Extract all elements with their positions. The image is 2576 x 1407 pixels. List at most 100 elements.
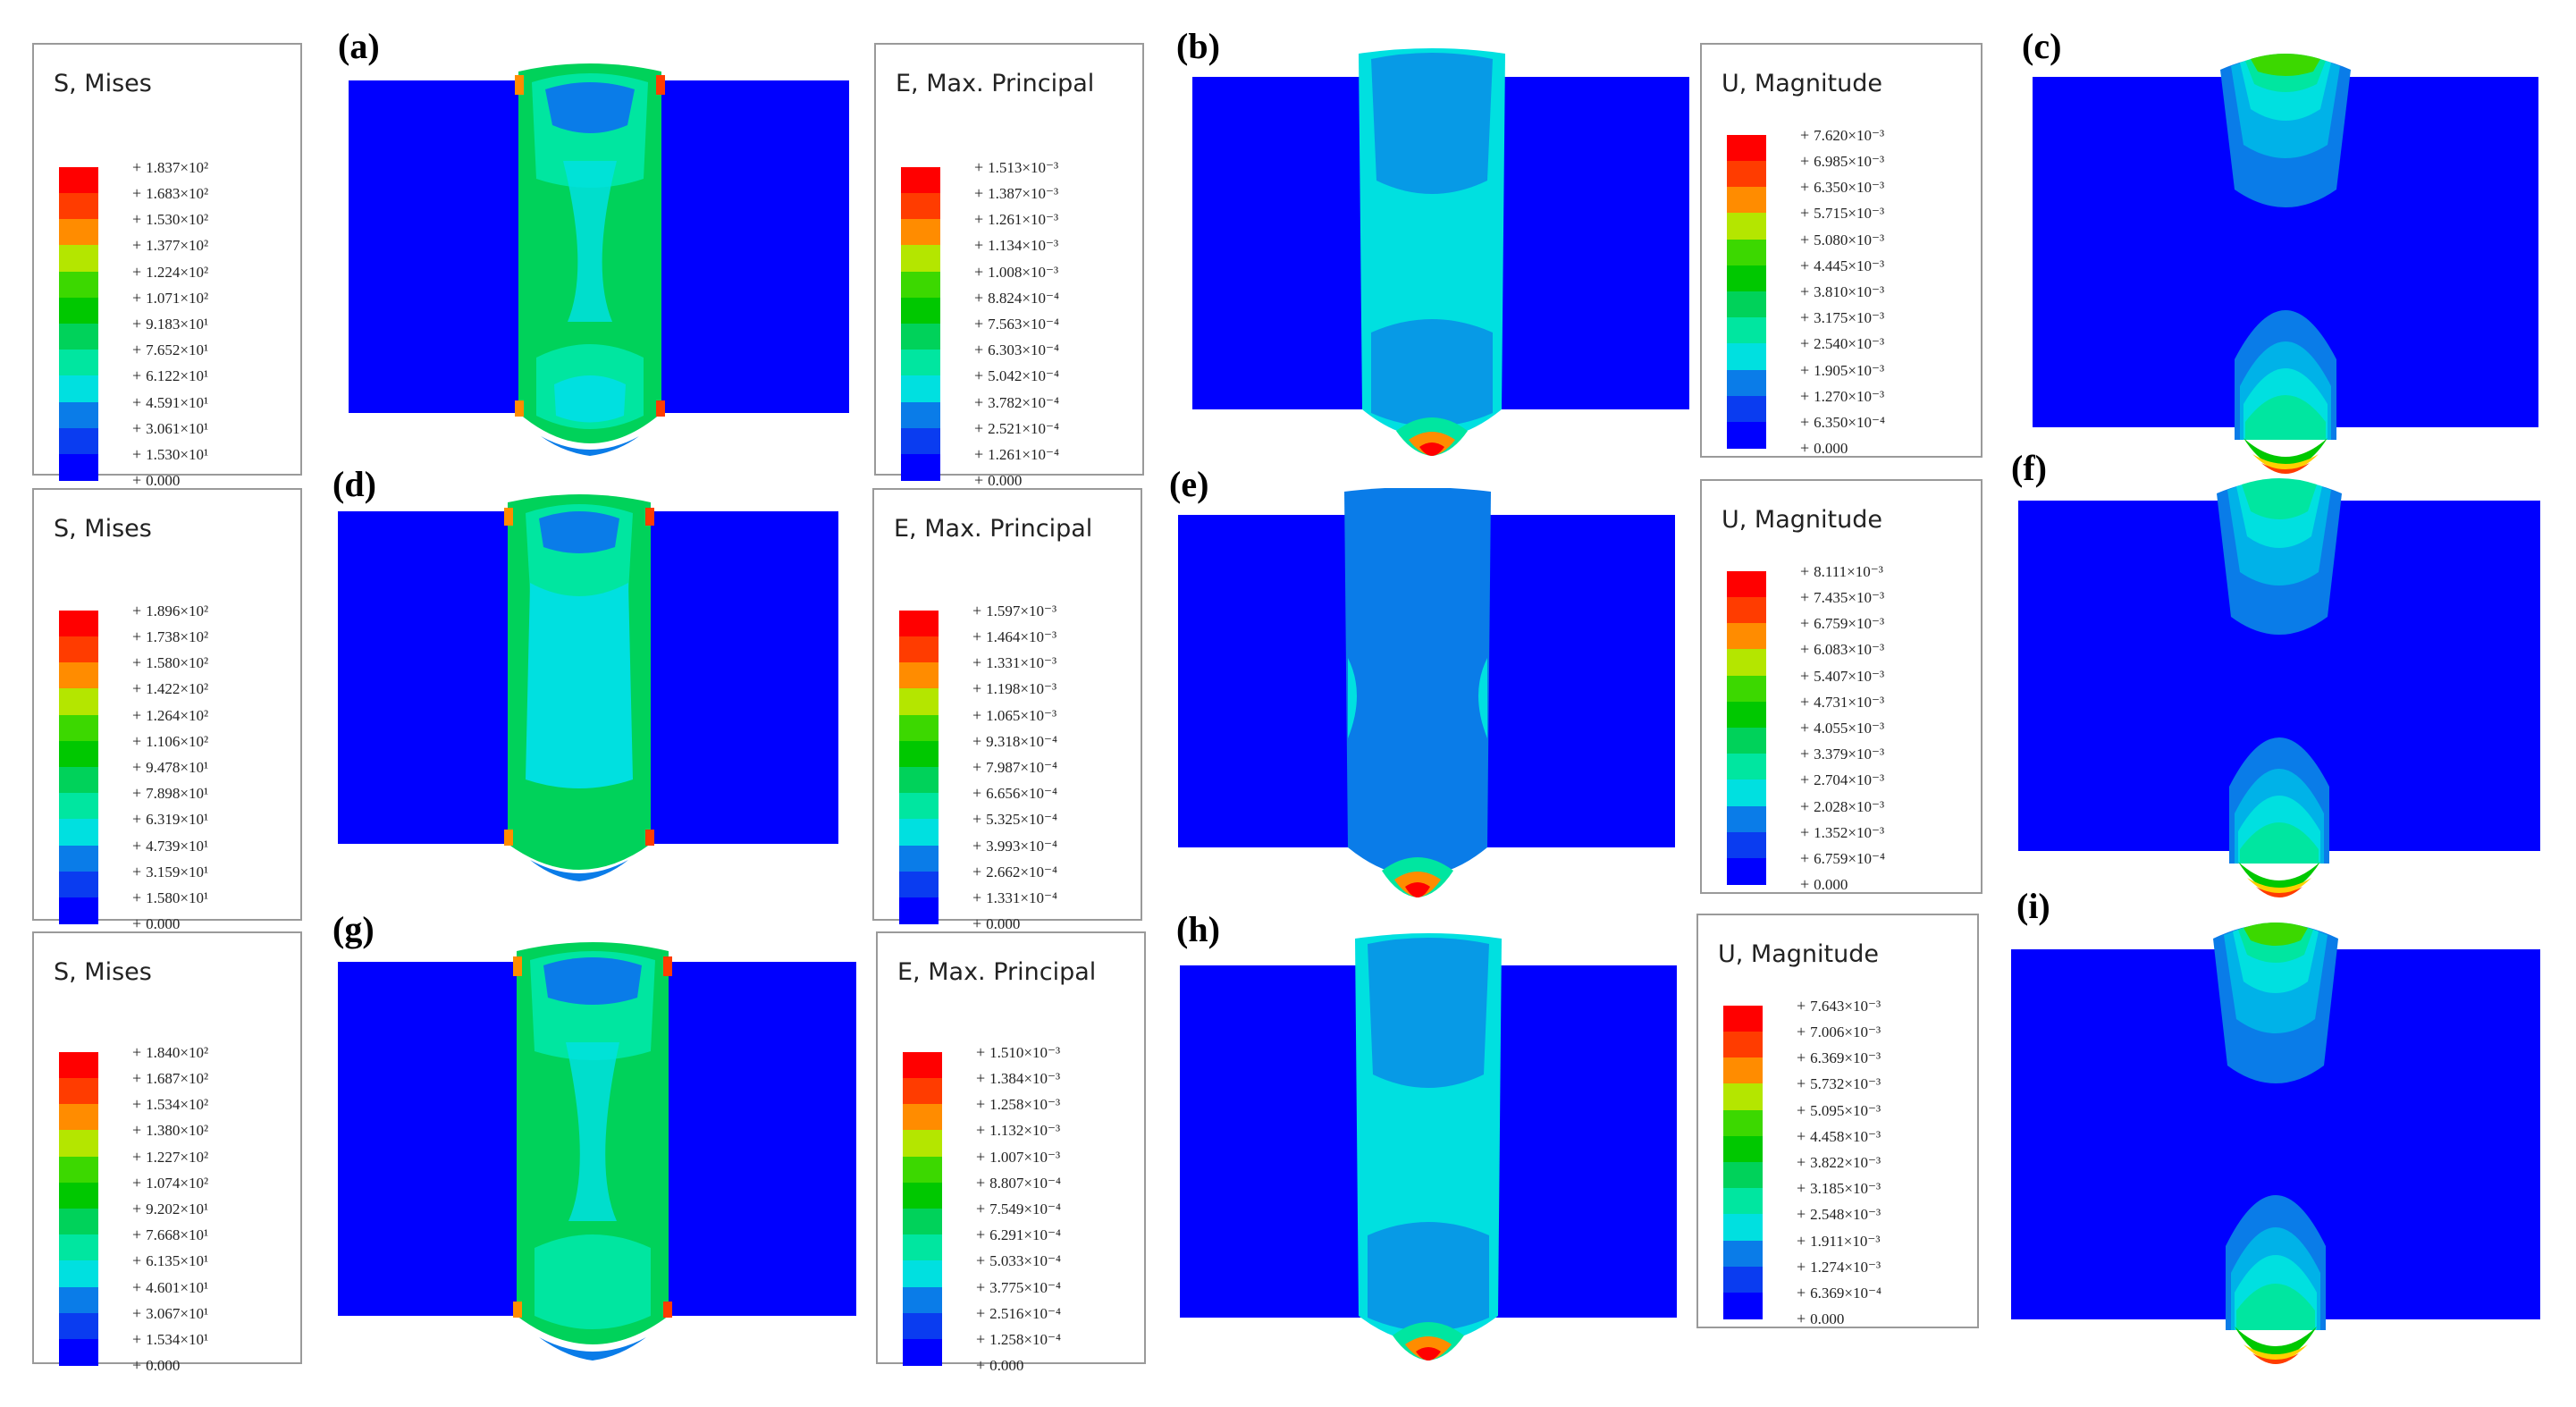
color-swatch [59,845,98,872]
legend-tick-label: 1.738×10² [132,626,208,647]
color-swatch [59,688,98,716]
legend-tick-label: 1.683×10² [132,182,208,204]
color-swatch [903,1130,942,1158]
legend-tick-label: 1.422×10² [132,678,208,699]
color-swatch [1727,160,1766,188]
color-swatch [901,219,940,246]
color-swatch [59,1260,98,1288]
legend-tick-label: 1.065×10⁻³ [972,704,1056,726]
color-swatch [1723,1162,1763,1189]
color-swatch [1723,1031,1763,1058]
color-swatch [59,271,98,299]
color-scale: 1.837×10² 1.683×10² 1.530×10² 1.377×10² 1.22… [59,154,208,493]
legend-tick-label: 3.775×10⁻⁴ [976,1276,1061,1298]
color-swatch [1727,779,1766,807]
legend-tick-label: 1.387×10⁻³ [974,182,1058,204]
legend-tick-label: 1.687×10² [132,1067,208,1089]
color-swatch [59,871,98,898]
legend-tick-label: 1.007×10⁻³ [976,1146,1060,1167]
legend-tick-label: 7.549×10⁻⁴ [976,1198,1061,1219]
legend-tick-label: 0.000 [1800,873,1848,895]
panel-label-d: (d) [333,464,376,504]
legend-tick-label: 3.159×10¹ [132,861,208,882]
legend-tick-label: 1.258×10⁻⁴ [976,1328,1061,1350]
color-swatch [59,767,98,794]
legend-tick-label: 3.061×10¹ [132,417,208,439]
color-swatch [903,1104,942,1131]
color-swatch [1727,291,1766,318]
color-swatch [59,610,98,637]
legend-tick-label: 1.008×10⁻³ [974,261,1058,282]
legend-tick-label: 9.318×10⁻⁴ [972,730,1057,752]
legend-tick-label: 6.083×10⁻³ [1800,638,1884,660]
legend-tick-label: 9.183×10¹ [132,313,208,334]
color-swatch [1727,623,1766,650]
color-swatch [1727,422,1766,449]
legend-tick-label: 1.534×10² [132,1093,208,1115]
legend-tick-label: 1.911×10⁻³ [1797,1230,1880,1251]
legend-tick-label: 7.652×10¹ [132,339,208,360]
color-swatch [901,192,940,220]
color-swatch [899,740,939,768]
color-swatch [903,1286,942,1314]
legend-tick-label: 1.530×10² [132,208,208,230]
legend-tick-label: 5.715×10⁻³ [1800,202,1884,223]
color-swatch [903,1156,942,1184]
legend-displacement-i: U, Magnitude 7.643×10⁻³ 7.006×10⁻³ 6.369×1… [1696,914,1979,1328]
panel-label-c: (c) [2022,26,2062,66]
contour-stress-d [338,484,838,887]
color-swatch [1723,1293,1763,1319]
legend-title: E, Max. Principal [897,958,1097,986]
legend-tick-label: 0.000 [972,913,1020,934]
legend-tick-label: 7.987×10⁻⁴ [972,756,1057,778]
color-swatch [899,897,939,924]
color-swatch [59,1209,98,1235]
legend-tick-label: 1.510×10⁻³ [976,1041,1060,1063]
legend-tick-label: 1.331×10⁻⁴ [972,887,1057,908]
legend-tick-label: 5.407×10⁻³ [1800,665,1884,687]
color-swatch [1723,1214,1763,1242]
legend-tick-label: 1.905×10⁻³ [1800,359,1884,381]
contour-strain-h [1180,931,1677,1369]
color-swatch [1727,213,1766,240]
legend-title: U, Magnitude [1722,506,1882,534]
legend-tick-label: 1.106×10² [132,730,208,752]
color-swatch [901,454,940,481]
color-swatch [59,1234,98,1261]
color-swatch [59,427,98,455]
legend-tick-label: 1.380×10² [132,1119,208,1141]
color-swatch [59,192,98,220]
color-swatch [59,1104,98,1131]
legend-tick-label: 7.643×10⁻³ [1797,995,1881,1016]
legend-tick-label: 1.896×10² [132,600,208,621]
color-swatch [59,1130,98,1158]
legend-tick-label: 1.580×10¹ [132,887,208,908]
legend-tick-label: 5.325×10⁻⁴ [972,808,1057,830]
legend-strain-h: E, Max. Principal 1.510×10⁻³ 1.384×10⁻³ 1.… [876,931,1146,1374]
color-swatch [59,166,98,194]
legend-tick-label: 6.291×10⁻⁴ [976,1224,1061,1245]
color-swatch [1727,728,1766,754]
legend-tick-label: 4.055×10⁻³ [1800,717,1884,738]
legend-tick-label: 1.580×10² [132,652,208,673]
legend-tick-label: 1.377×10² [132,234,208,256]
legend-tick-label: 4.591×10¹ [132,392,208,413]
legend-tick-label: 6.759×10⁻³ [1800,612,1884,634]
legend-tick-label: 2.662×10⁻⁴ [972,861,1057,882]
color-swatch [1727,805,1766,833]
legend-tick-label: 4.601×10¹ [132,1276,208,1298]
legend-tick-label: 1.270×10⁻³ [1800,385,1884,407]
legend-displacement-f: U, Magnitude 8.111×10⁻³ 7.435×10⁻³ 6.759×1… [1700,479,1983,894]
color-swatch [1727,369,1766,397]
color-swatch [899,871,939,898]
legend-title: S, Mises [54,515,152,543]
legend-tick-label: 3.822×10⁻³ [1797,1151,1881,1173]
color-swatch [903,1339,942,1366]
color-swatch [903,1312,942,1340]
color-swatch [1723,1266,1763,1293]
color-swatch [903,1260,942,1288]
legend-title: U, Magnitude [1722,70,1882,97]
legend-tick-label: 1.331×10⁻³ [972,652,1056,673]
contour-stress-g [338,935,856,1369]
contour-displacement-f [2018,474,2540,906]
